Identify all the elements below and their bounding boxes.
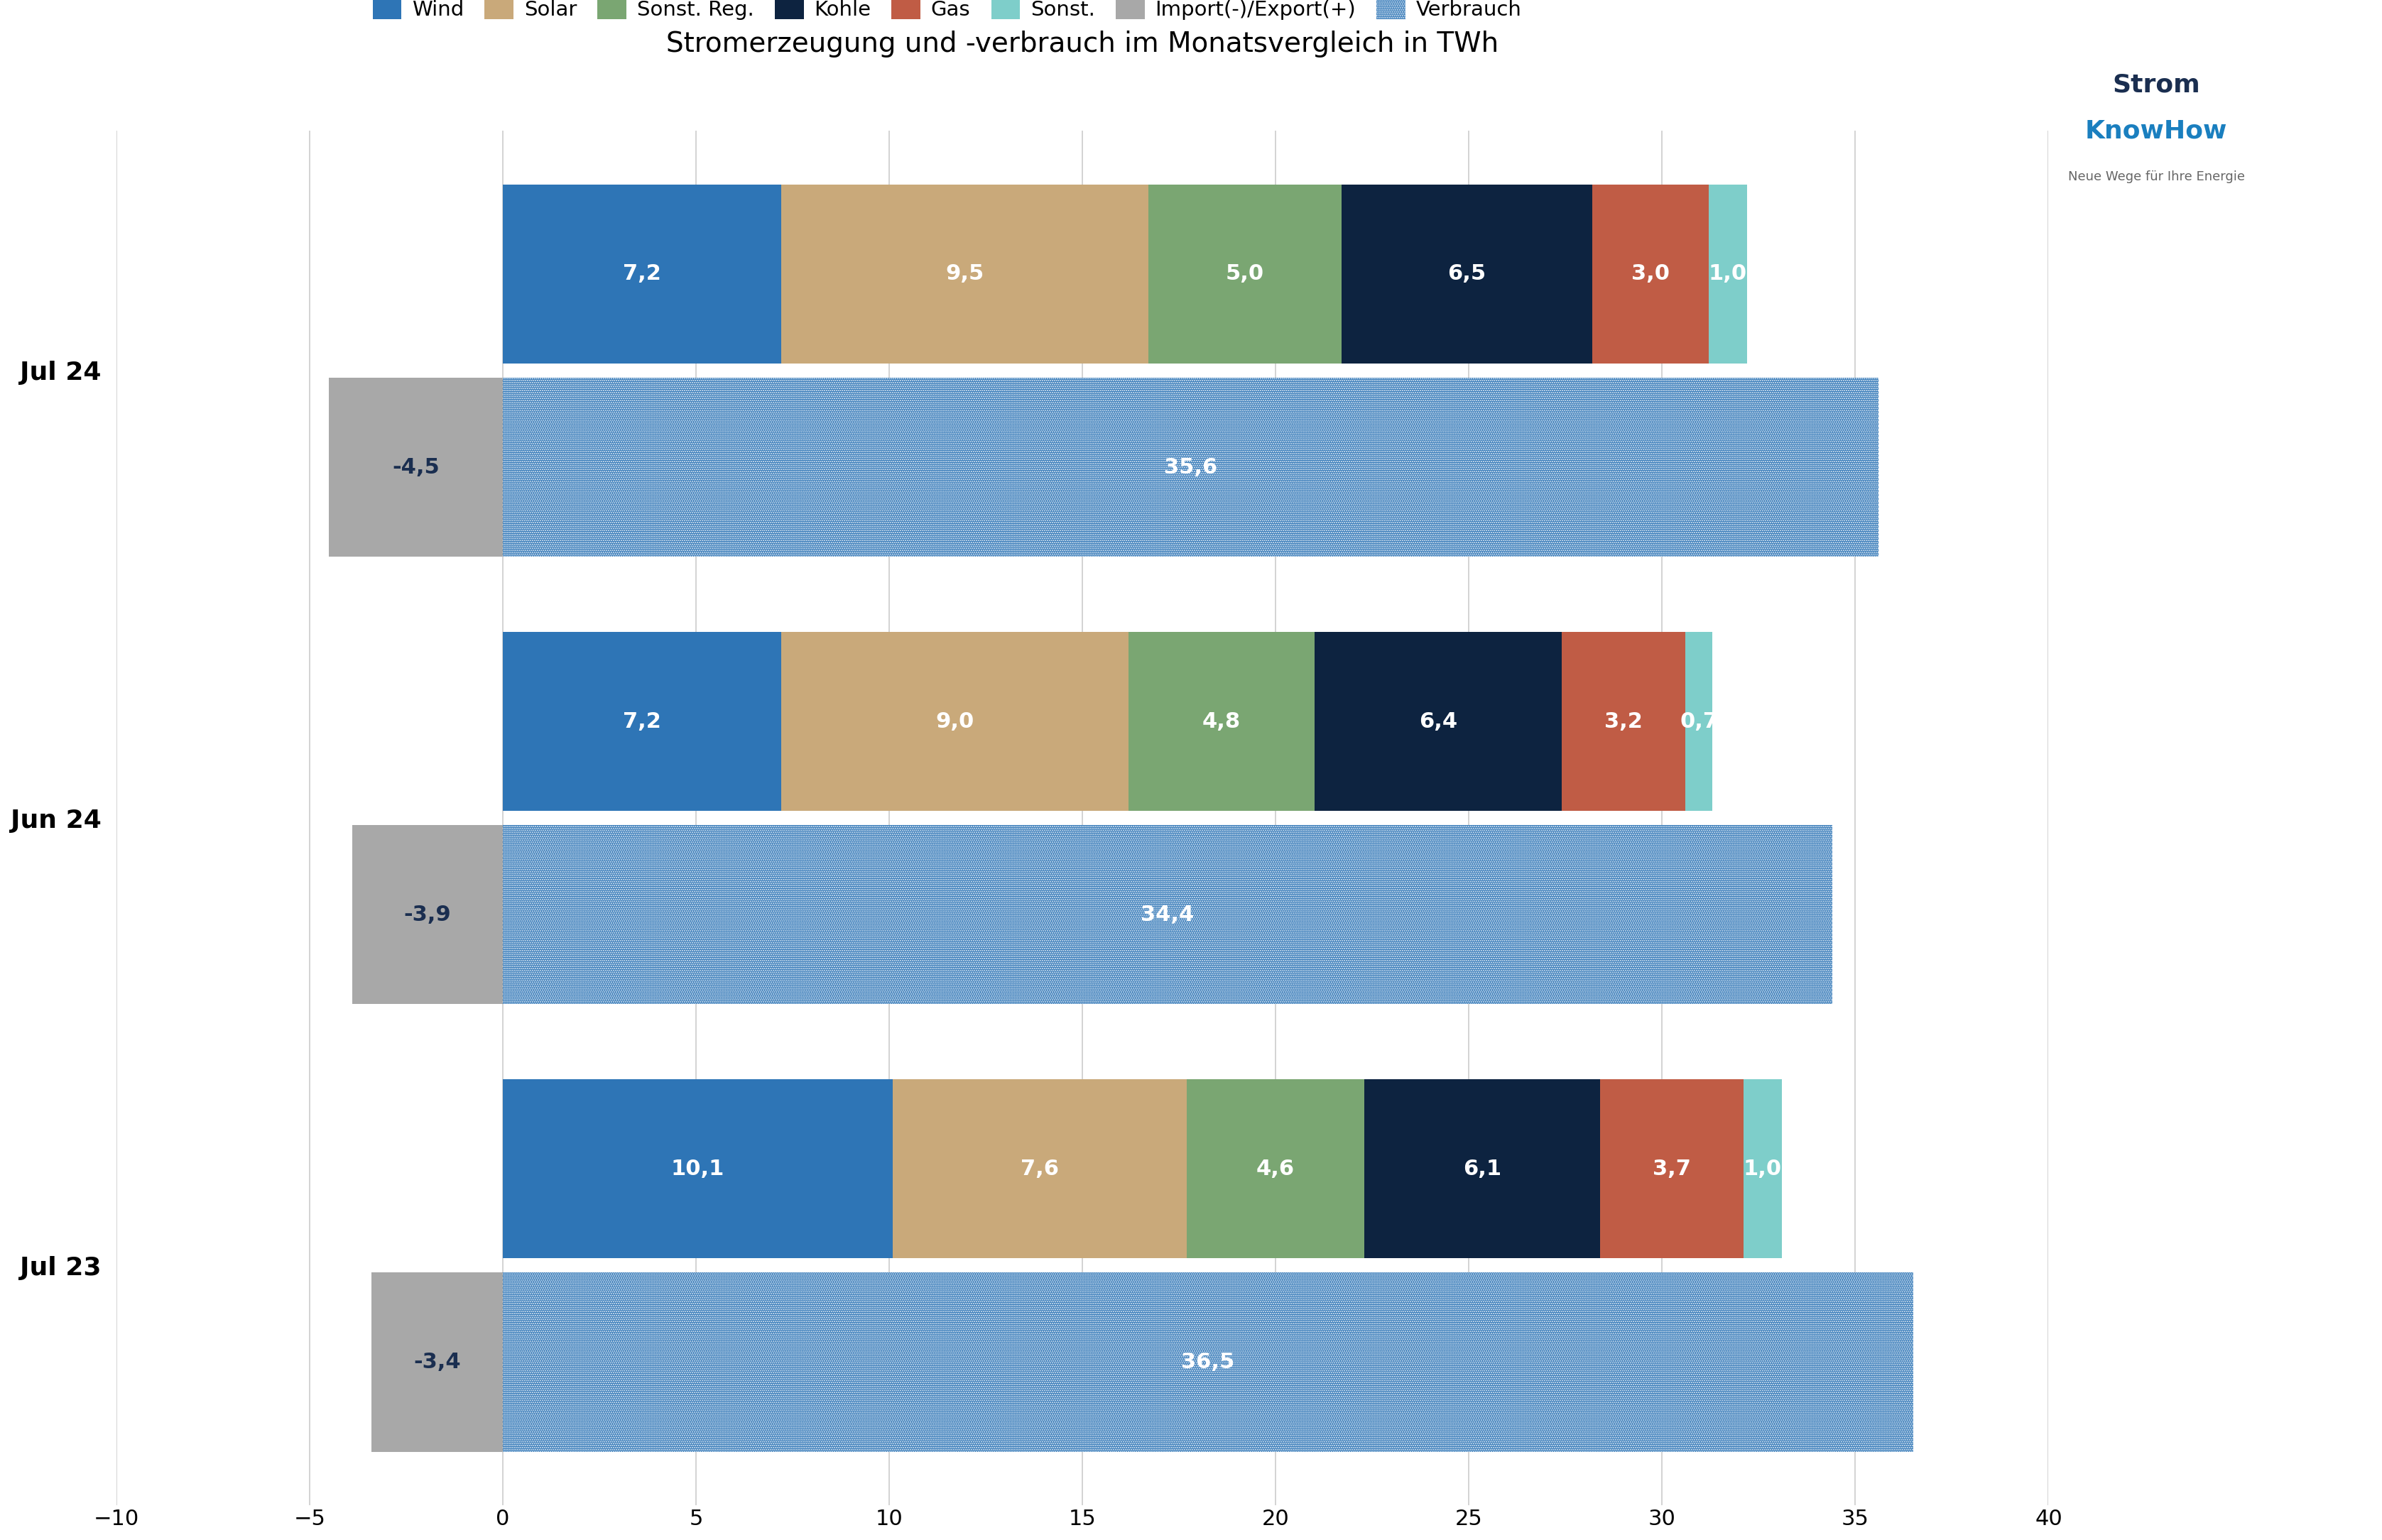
Bar xyxy=(1560,631,1684,812)
Text: 3,2: 3,2 xyxy=(1603,711,1641,732)
Text: -3,4: -3,4 xyxy=(412,1352,460,1372)
Title: Stromerzeugung und -verbrauch im Monatsvergleich in TWh: Stromerzeugung und -verbrauch im Monatsv… xyxy=(667,31,1498,57)
Text: 3,7: 3,7 xyxy=(1653,1158,1691,1180)
Text: -4,5: -4,5 xyxy=(393,457,438,477)
Bar xyxy=(503,377,1877,556)
Text: 4,8: 4,8 xyxy=(1203,711,1241,732)
Bar xyxy=(503,825,1832,1004)
Text: 6,5: 6,5 xyxy=(1448,263,1486,285)
Bar xyxy=(329,377,503,556)
Bar xyxy=(1129,631,1315,812)
Text: 10,1: 10,1 xyxy=(672,1158,724,1180)
Bar xyxy=(503,631,781,812)
Bar xyxy=(1341,185,1591,363)
Text: 1,0: 1,0 xyxy=(1708,263,1746,285)
Bar xyxy=(1365,1080,1601,1258)
Text: 0,7: 0,7 xyxy=(1679,711,1717,732)
Bar xyxy=(1148,185,1341,363)
Bar xyxy=(781,631,1129,812)
Text: 4,6: 4,6 xyxy=(1255,1158,1293,1180)
Text: 7,2: 7,2 xyxy=(622,263,660,285)
Bar xyxy=(503,185,781,363)
Bar xyxy=(1186,1080,1365,1258)
Bar xyxy=(503,1272,1913,1452)
Text: 9,0: 9,0 xyxy=(936,711,974,732)
Text: 3,0: 3,0 xyxy=(1632,263,1670,285)
Bar xyxy=(893,1080,1186,1258)
Text: 6,1: 6,1 xyxy=(1463,1158,1501,1180)
Text: 1,0: 1,0 xyxy=(1744,1158,1782,1180)
Text: -3,9: -3,9 xyxy=(403,904,450,926)
Bar xyxy=(503,1272,1913,1452)
Text: 5,0: 5,0 xyxy=(1224,263,1262,285)
Bar xyxy=(1708,185,1746,363)
Text: 7,2: 7,2 xyxy=(622,711,660,732)
Bar xyxy=(1591,185,1708,363)
Text: Neue Wege für Ihre Energie: Neue Wege für Ihre Energie xyxy=(2068,171,2244,183)
Text: KnowHow: KnowHow xyxy=(2084,119,2227,143)
Legend: Wind, Solar, Sonst. Reg., Kohle, Gas, Sonst., Import(-)/Export(+), Verbrauch: Wind, Solar, Sonst. Reg., Kohle, Gas, So… xyxy=(364,0,1529,28)
Text: 35,6: 35,6 xyxy=(1162,457,1217,477)
Bar xyxy=(353,825,503,1004)
Bar xyxy=(503,825,1832,1004)
Text: Strom: Strom xyxy=(2113,72,2199,97)
Bar xyxy=(1315,631,1560,812)
Bar xyxy=(1601,1080,1744,1258)
Text: 36,5: 36,5 xyxy=(1181,1352,1234,1372)
Text: 6,4: 6,4 xyxy=(1417,711,1458,732)
Bar xyxy=(503,1080,893,1258)
Bar xyxy=(781,185,1148,363)
Text: 7,6: 7,6 xyxy=(1019,1158,1058,1180)
Bar xyxy=(1684,631,1713,812)
Bar xyxy=(372,1272,503,1452)
Text: 9,5: 9,5 xyxy=(946,263,984,285)
Text: 34,4: 34,4 xyxy=(1141,904,1193,926)
Bar xyxy=(503,377,1877,556)
Bar xyxy=(1744,1080,1782,1258)
